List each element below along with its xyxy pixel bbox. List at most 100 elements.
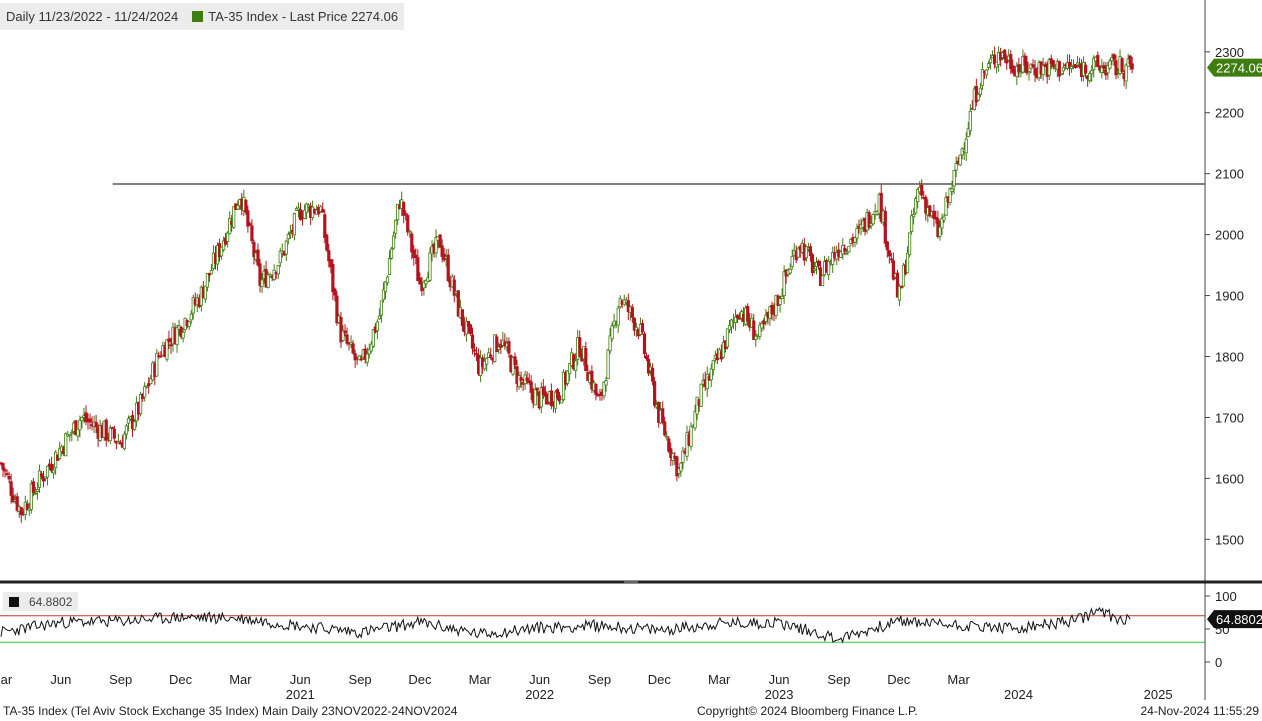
candle-body bbox=[885, 241, 889, 251]
candle-body bbox=[705, 374, 709, 390]
candle-body bbox=[711, 360, 715, 370]
candle-body bbox=[549, 390, 554, 407]
candle-body bbox=[950, 188, 954, 192]
candle-body bbox=[1027, 71, 1031, 74]
candle-body bbox=[3, 469, 7, 472]
candle-body bbox=[189, 313, 193, 321]
candle-body bbox=[258, 263, 262, 286]
candle-body bbox=[515, 366, 519, 385]
candle-body bbox=[1023, 55, 1027, 66]
price-tick-label: 1500 bbox=[1215, 532, 1244, 547]
candle-body bbox=[335, 295, 339, 324]
candle-body bbox=[323, 214, 327, 239]
candle-body bbox=[410, 233, 414, 253]
price-tick-label: 2300 bbox=[1215, 45, 1244, 60]
candle-body bbox=[634, 326, 639, 331]
candle-body bbox=[855, 227, 859, 239]
candle-body bbox=[606, 349, 610, 380]
candle-body bbox=[385, 276, 390, 284]
candle-body bbox=[424, 280, 428, 285]
candle-body bbox=[782, 271, 786, 296]
candle-body bbox=[1025, 61, 1029, 74]
candle-body bbox=[387, 258, 392, 275]
rsi-tick-label: 0 bbox=[1215, 655, 1222, 670]
candle-body bbox=[944, 196, 948, 216]
candle-body bbox=[566, 370, 570, 384]
candle-body bbox=[155, 353, 159, 377]
x-month-label: Jun bbox=[50, 672, 71, 687]
candle-body bbox=[268, 274, 272, 277]
x-month-label: Jun bbox=[769, 672, 790, 687]
rsi-line bbox=[0, 606, 1131, 644]
candle-body bbox=[920, 184, 924, 196]
candle-body bbox=[236, 205, 240, 210]
candle-body bbox=[470, 334, 475, 349]
candle-body bbox=[15, 496, 19, 511]
candle-body bbox=[381, 289, 386, 301]
candle-body bbox=[248, 223, 252, 226]
candle-body bbox=[379, 300, 384, 316]
candle-body bbox=[165, 339, 169, 360]
candle-body bbox=[519, 377, 523, 381]
candle-body bbox=[460, 309, 464, 326]
candle-body bbox=[31, 481, 35, 493]
candle-body bbox=[675, 456, 679, 477]
candle-body bbox=[203, 285, 207, 300]
candle-body bbox=[760, 322, 764, 329]
candle-body bbox=[404, 213, 408, 215]
candle-body bbox=[905, 252, 910, 274]
legend-swatch-icon bbox=[192, 11, 204, 22]
candle-body bbox=[276, 265, 280, 275]
candle-body bbox=[986, 63, 991, 68]
candle-body bbox=[438, 234, 442, 248]
candle-body bbox=[574, 360, 578, 371]
candle-body bbox=[428, 252, 432, 281]
candle-body bbox=[1120, 58, 1124, 72]
candle-body bbox=[729, 319, 734, 328]
x-month-label: Dec bbox=[648, 672, 672, 687]
candle-body bbox=[968, 110, 972, 132]
candle-body bbox=[879, 192, 883, 222]
candle-body bbox=[345, 334, 349, 344]
x-month-label: Jun bbox=[290, 672, 311, 687]
candle-body bbox=[58, 448, 62, 459]
candle-body bbox=[1061, 67, 1065, 72]
x-month-label: Dec bbox=[169, 672, 193, 687]
candle-body bbox=[1108, 60, 1112, 69]
candle-body bbox=[302, 209, 307, 219]
candle-body bbox=[665, 436, 669, 439]
candle-body bbox=[167, 338, 171, 343]
candle-body bbox=[853, 237, 857, 243]
candle-body bbox=[104, 419, 108, 441]
candle-body bbox=[209, 270, 214, 275]
candle-body bbox=[679, 462, 683, 472]
candle-body bbox=[616, 307, 620, 326]
candle-body bbox=[1084, 64, 1088, 74]
candle-body bbox=[901, 264, 906, 287]
candle-body bbox=[553, 391, 558, 409]
candle-body bbox=[485, 358, 489, 365]
x-year-label: 2024 bbox=[1004, 687, 1033, 702]
candle-body bbox=[816, 260, 821, 267]
rsi-value-text: 64.8802 bbox=[1216, 612, 1262, 627]
price-tick-label: 1800 bbox=[1215, 350, 1244, 365]
candle-body bbox=[226, 232, 230, 242]
candle-body bbox=[147, 383, 151, 387]
candle-body bbox=[108, 427, 112, 442]
candle-body bbox=[667, 438, 671, 452]
candle-body bbox=[590, 370, 594, 390]
candle-body bbox=[952, 170, 956, 187]
x-month-label: Mar bbox=[947, 672, 970, 687]
candle-body bbox=[1114, 60, 1118, 76]
x-year-label: 2025 bbox=[1144, 687, 1173, 702]
candle-body bbox=[126, 418, 131, 424]
candle-body bbox=[110, 426, 114, 429]
candle-body bbox=[958, 154, 962, 166]
candle-body bbox=[1005, 58, 1009, 64]
candle-body bbox=[272, 269, 276, 280]
candle-body bbox=[139, 394, 143, 414]
x-month-label: Mar bbox=[0, 672, 13, 687]
candle-body bbox=[663, 421, 667, 436]
x-year-label: 2021 bbox=[286, 687, 315, 702]
candle-body bbox=[867, 212, 871, 228]
